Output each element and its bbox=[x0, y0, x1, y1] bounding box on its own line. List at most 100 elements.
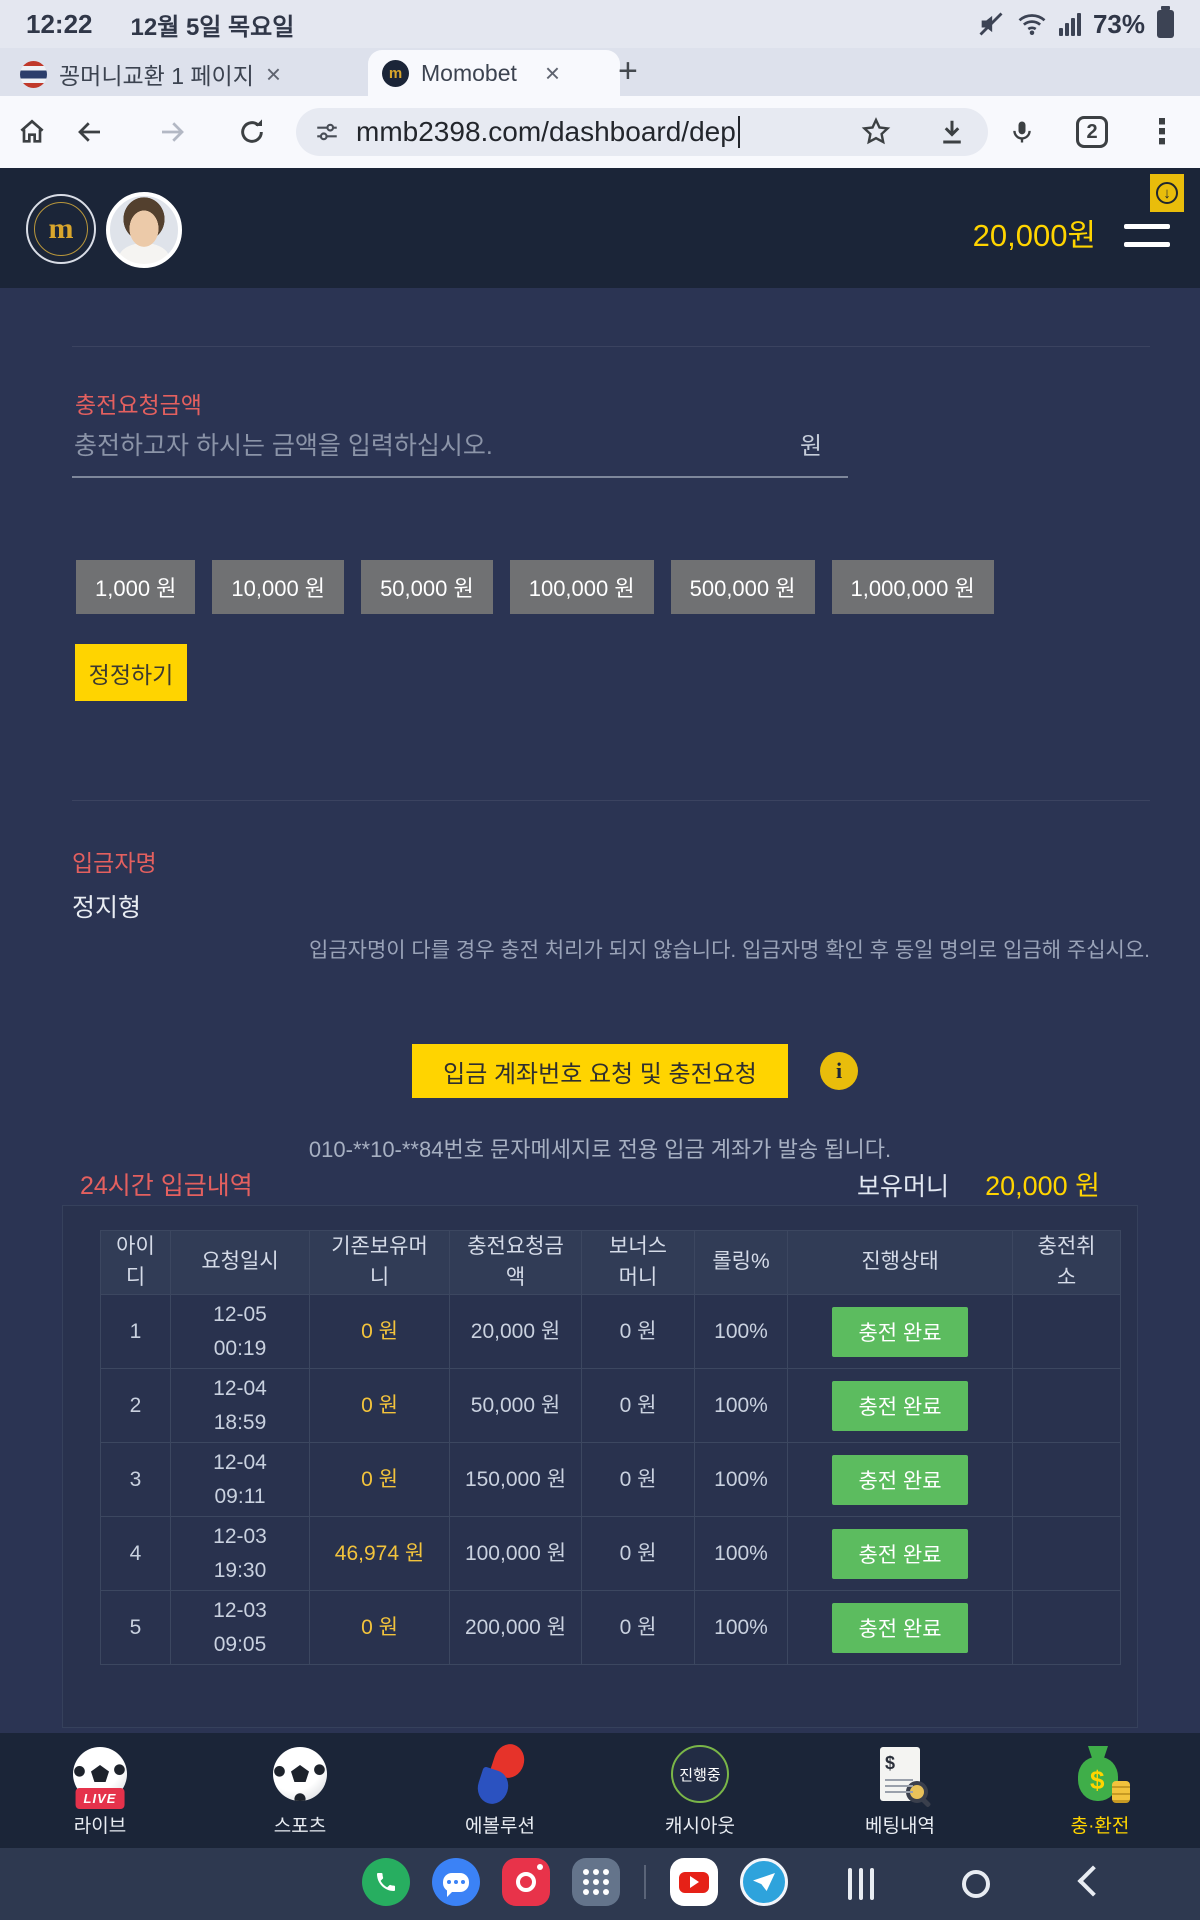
nav-item-evolution[interactable]: 에볼루션 bbox=[420, 1743, 580, 1838]
cell-rolling: 100% bbox=[694, 1590, 788, 1665]
section-divider bbox=[72, 346, 1150, 347]
table-row: 5 12-03 09:05 0 원 200,000 원 0 원 100% 충전 완… bbox=[100, 1590, 1121, 1665]
status-complete-button[interactable]: 충전 완료 bbox=[832, 1528, 968, 1579]
new-tab-button[interactable]: + bbox=[618, 52, 638, 90]
info-icon[interactable]: i bbox=[820, 1052, 858, 1090]
cell-amount: 20,000 원 bbox=[449, 1294, 582, 1369]
microphone-icon[interactable] bbox=[1002, 112, 1042, 152]
android-status-bar: 12:22 12월 5일 목요일 73% bbox=[0, 0, 1200, 48]
home-icon[interactable] bbox=[12, 112, 52, 152]
logo-letter: m bbox=[34, 202, 88, 256]
cell-date: 12-03 09:05 bbox=[170, 1590, 310, 1665]
quick-amount-button[interactable]: 100,000 원 bbox=[509, 560, 654, 614]
browser-menu-icon[interactable]: ⋮ bbox=[1145, 113, 1179, 151]
deposit-page: 충전요청금액 충전하고자 하시는 금액을 입력하십시오. 원 1,000 원 1… bbox=[0, 288, 1200, 1733]
cell-amount: 150,000 원 bbox=[449, 1442, 582, 1517]
quick-amount-button[interactable]: 500,000 원 bbox=[670, 560, 815, 614]
section-divider bbox=[72, 800, 1150, 801]
status-icons: 73% bbox=[977, 6, 1174, 40]
download-badge-icon[interactable]: ↓ bbox=[1150, 174, 1184, 212]
input-underline bbox=[72, 476, 848, 478]
quick-amount-button[interactable]: 1,000 원 bbox=[76, 560, 196, 614]
close-tab1-icon[interactable]: × bbox=[265, 59, 282, 89]
battery-percent: 73% bbox=[1092, 8, 1145, 39]
tab-inactive[interactable]: 꽁머니교환 1 페이지 × bbox=[20, 52, 281, 96]
nav-item-sports[interactable]: 스포츠 bbox=[220, 1743, 380, 1838]
holding-money: 보유머니 20,000 원 bbox=[857, 1164, 1100, 1203]
camera-app-icon[interactable] bbox=[502, 1858, 550, 1906]
quick-amount-button[interactable]: 1,000,000 원 bbox=[831, 560, 994, 614]
cell-rolling: 100% bbox=[694, 1368, 788, 1443]
telegram-app-icon[interactable] bbox=[740, 1858, 788, 1906]
cell-date: 12-03 19:30 bbox=[170, 1516, 310, 1591]
cell-id: 2 bbox=[100, 1368, 171, 1443]
site-settings-icon[interactable] bbox=[314, 119, 340, 145]
url-bar[interactable]: mmb2398.com/dashboard/dep bbox=[296, 108, 988, 156]
tab1-title: 꽁머니교환 1 페이지 bbox=[59, 63, 254, 89]
hamburger-menu-icon[interactable] bbox=[1124, 224, 1170, 260]
quick-amount-row: 1,000 원 10,000 원 50,000 원 100,000 원 500,… bbox=[76, 560, 994, 614]
momobet-logo[interactable]: m bbox=[26, 194, 96, 264]
status-complete-button[interactable]: 충전 완료 bbox=[832, 1380, 968, 1431]
url-text[interactable]: mmb2398.com/dashboard/dep bbox=[356, 116, 736, 147]
browser-address-bar: mmb2398.com/dashboard/dep 2 ⋮ bbox=[0, 96, 1200, 168]
header-balance: 20,000원 bbox=[972, 218, 1096, 253]
soccer-icon bbox=[273, 1747, 327, 1801]
history-panel: 아이디 요청일시 기존보유머니 충전요청금액 보너스머니 롤링% 진행상태 충전… bbox=[62, 1205, 1138, 1728]
quick-amount-button[interactable]: 10,000 원 bbox=[212, 560, 345, 614]
status-time: 12:22 bbox=[26, 8, 93, 39]
cell-amount: 50,000 원 bbox=[449, 1368, 582, 1443]
col-status: 진행상태 bbox=[787, 1230, 1013, 1295]
phone-app-icon[interactable] bbox=[362, 1858, 410, 1906]
cell-id: 1 bbox=[100, 1294, 171, 1369]
forward-icon[interactable] bbox=[152, 112, 192, 152]
cell-cancel bbox=[1012, 1368, 1121, 1443]
bookmark-star-icon[interactable] bbox=[856, 112, 896, 152]
nav-item-live[interactable]: LIVE 라이브 bbox=[20, 1743, 180, 1838]
cell-prev: 0 원 bbox=[309, 1294, 450, 1369]
avatar[interactable] bbox=[106, 192, 182, 268]
reload-icon[interactable] bbox=[232, 112, 272, 152]
cell-status: 충전 완료 bbox=[787, 1590, 1013, 1665]
home-key[interactable] bbox=[962, 1870, 990, 1898]
battery-icon bbox=[1157, 6, 1174, 38]
cell-bonus: 0 원 bbox=[581, 1368, 695, 1443]
messages-app-icon[interactable] bbox=[432, 1858, 480, 1906]
back-key[interactable] bbox=[1077, 1865, 1109, 1897]
cell-bonus: 0 원 bbox=[581, 1590, 695, 1665]
cell-rolling: 100% bbox=[694, 1294, 788, 1369]
taskbar-apps bbox=[362, 1858, 788, 1906]
status-complete-button[interactable]: 충전 완료 bbox=[832, 1306, 968, 1357]
status-complete-button[interactable]: 충전 완료 bbox=[832, 1454, 968, 1505]
cell-status: 충전 완료 bbox=[787, 1294, 1013, 1369]
cell-prev: 0 원 bbox=[309, 1442, 450, 1517]
wifi-icon bbox=[1017, 11, 1047, 37]
tab-active-momobet[interactable]: m Momobet × bbox=[368, 50, 620, 96]
cell-cancel bbox=[1012, 1442, 1121, 1517]
youtube-app-icon[interactable] bbox=[670, 1858, 718, 1906]
recents-key[interactable] bbox=[848, 1868, 874, 1900]
nav-item-betting-history[interactable]: 베팅내역 bbox=[820, 1743, 980, 1838]
cell-status: 충전 완료 bbox=[787, 1516, 1013, 1591]
col-amount: 충전요청금액 bbox=[449, 1230, 582, 1295]
tab-count-button[interactable]: 2 bbox=[1072, 112, 1112, 152]
quick-amount-button[interactable]: 50,000 원 bbox=[361, 560, 493, 614]
app-drawer-icon[interactable] bbox=[572, 1858, 620, 1906]
cell-rolling: 100% bbox=[694, 1516, 788, 1591]
clear-button[interactable]: 정정하기 bbox=[75, 644, 187, 701]
amount-input[interactable]: 충전하고자 하시는 금액을 입력하십시오. bbox=[74, 432, 493, 460]
nav-item-cashout[interactable]: 진행중 캐시아웃 bbox=[620, 1743, 780, 1838]
back-icon[interactable] bbox=[70, 112, 110, 152]
col-date: 요청일시 bbox=[170, 1230, 310, 1295]
status-complete-button[interactable]: 충전 완료 bbox=[832, 1602, 968, 1653]
deposit-request-button[interactable]: 입금 계좌번호 요청 및 충전요청 bbox=[412, 1044, 788, 1098]
close-tab2-icon[interactable]: × bbox=[544, 58, 561, 88]
download-icon[interactable] bbox=[932, 112, 972, 152]
sms-note: 010-**10-**84번호 문자메세지로 전용 입금 계좌가 발송 됩니다. bbox=[308, 1137, 892, 1162]
cell-status: 충전 완료 bbox=[787, 1368, 1013, 1443]
table-row: 3 12-04 09:11 0 원 150,000 원 0 원 100% 충전 완… bbox=[100, 1442, 1121, 1517]
evolution-icon bbox=[472, 1744, 528, 1804]
table-row: 2 12-04 18:59 0 원 50,000 원 0 원 100% 충전 완료 bbox=[100, 1368, 1121, 1443]
nav-item-deposit-withdraw[interactable]: 충·환전 bbox=[1020, 1743, 1180, 1838]
